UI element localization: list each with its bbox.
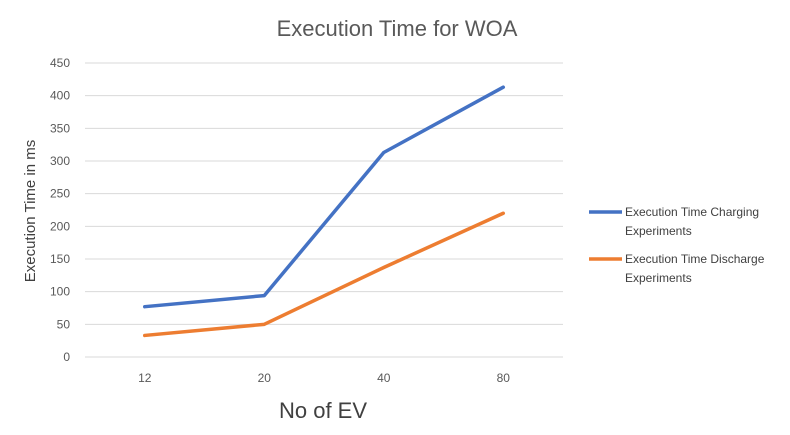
y-tick-label: 400: [50, 89, 70, 103]
gridlines: [85, 62, 563, 358]
series-line-2: [143, 211, 505, 338]
y-tick-label: 150: [50, 252, 70, 266]
series-line-1: [143, 85, 505, 309]
y-tick-label: 50: [57, 317, 71, 331]
y-tick-label: 350: [50, 121, 70, 135]
y-axis-label: Execution Time in ms: [22, 140, 39, 283]
x-tick-label: 12: [138, 371, 152, 385]
chart-title: Execution Time for WOA: [277, 16, 518, 41]
y-tick-label: 100: [50, 285, 70, 299]
y-axis-ticks: 0 50 100 150 200 250 300 350 400 450: [50, 56, 70, 364]
x-tick-label: 20: [258, 371, 272, 385]
legend-label: Execution Time Discharge: [625, 252, 765, 266]
series-lines: [143, 85, 505, 338]
x-axis-label: No of EV: [279, 398, 367, 423]
legend-label: Experiments: [625, 271, 692, 285]
y-tick-label: 200: [50, 219, 70, 233]
x-tick-label: 80: [497, 371, 511, 385]
y-tick-label: 300: [50, 154, 70, 168]
legend: Execution Time Charging Experiments Execut…: [589, 205, 765, 285]
y-tick-label: 250: [50, 187, 70, 201]
y-tick-label: 0: [63, 350, 70, 364]
y-tick-label: 450: [50, 56, 70, 70]
legend-label: Execution Time Charging: [625, 205, 759, 219]
x-axis-ticks: 12 20 40 80: [138, 371, 510, 385]
legend-label: Experiments: [625, 224, 692, 238]
x-tick-label: 40: [377, 371, 391, 385]
